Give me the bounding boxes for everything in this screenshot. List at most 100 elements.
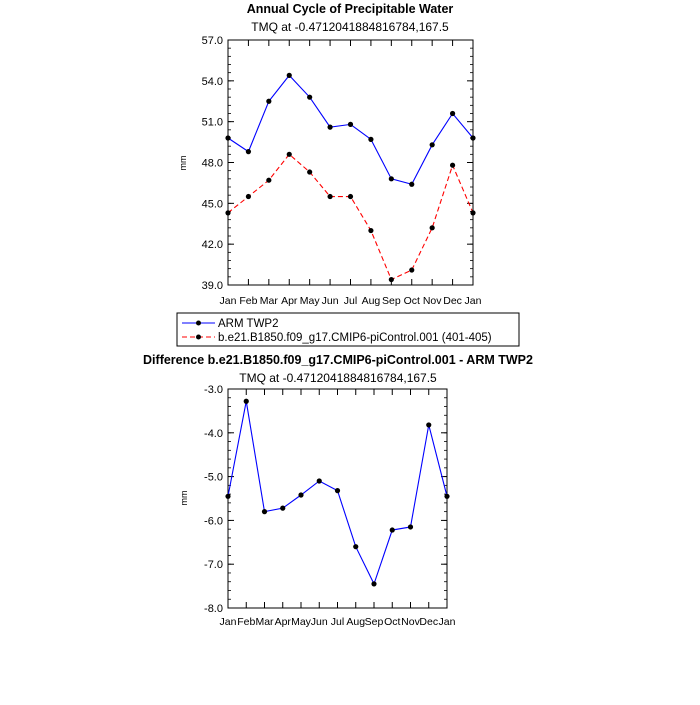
- x-tick-label: Jul: [344, 295, 357, 307]
- legend-label-model: b.e21.B1850.f09_g17.CMIP6-piControl.001 …: [218, 332, 492, 344]
- x-tick-label: Jan: [439, 616, 456, 628]
- x-tick-label: Mar: [255, 616, 274, 628]
- bottom-chart-series: [225, 398, 450, 587]
- x-tick-label: Oct: [384, 616, 400, 628]
- x-tick-label: Dec: [443, 295, 462, 307]
- top-chart-series: [225, 72, 476, 283]
- top-chart-title: Annual Cycle of Precipitable Water: [247, 2, 454, 16]
- series-1-point: [245, 193, 252, 200]
- series-1-point: [266, 177, 272, 183]
- series-0-point: [368, 136, 374, 142]
- top-chart-ticks: [227, 39, 474, 286]
- x-tick-label: Sep: [382, 295, 401, 307]
- series-0-point: [347, 121, 354, 127]
- y-tick-label: 45.0: [202, 198, 223, 210]
- x-tick-label: Nov: [423, 295, 442, 307]
- series-0-point: [316, 478, 322, 484]
- x-tick-label: Feb: [237, 616, 255, 628]
- series-1-point: [286, 151, 292, 157]
- series-0-point: [389, 527, 395, 533]
- x-tick-label: Nov: [401, 616, 420, 628]
- x-tick-label: May: [291, 616, 312, 628]
- series-1-point: [449, 162, 456, 168]
- bottom-plot-frame: [227, 388, 448, 609]
- y-tick-label: -6.0: [204, 515, 223, 527]
- series-0-point: [449, 110, 456, 117]
- series-0-point: [429, 142, 435, 148]
- series-0-point: [307, 94, 313, 100]
- x-tick-label: Jan: [220, 295, 237, 307]
- series-0-point: [225, 493, 231, 499]
- series-1-point: [388, 276, 394, 283]
- top-y-axis-label: mm: [178, 156, 188, 171]
- y-tick-label: 48.0: [202, 158, 223, 170]
- x-tick-label: Jun: [322, 295, 339, 307]
- bottom-chart-subtitle: TMQ at -0.4712041884816784,167.5: [239, 371, 437, 385]
- top-plot-frame: [227, 39, 474, 286]
- series-0-point: [225, 135, 231, 141]
- x-tick-label: Apr: [281, 295, 298, 307]
- series-0-point: [426, 422, 432, 428]
- x-tick-label: Aug: [346, 616, 365, 628]
- series-0-point: [243, 398, 249, 404]
- series-1-point: [307, 169, 313, 175]
- bottom-y-tick-labels: -3.0 -4.0 -5.0 -6.0 -7.0 -8.0: [204, 384, 223, 615]
- y-tick-label: 51.0: [202, 117, 223, 129]
- x-tick-label: Jun: [311, 616, 328, 628]
- bottom-x-tick-labels: Jan Feb Mar Apr May Jun Jul Aug Sep Oct Nov Dec Jan: [220, 616, 456, 628]
- x-tick-label: Oct: [404, 295, 420, 307]
- y-tick-label: 54.0: [202, 76, 223, 88]
- series-0-point: [286, 72, 292, 78]
- bottom-chart-ticks: [227, 388, 448, 609]
- x-tick-label: Apr: [275, 616, 292, 628]
- series-0-point: [280, 505, 286, 511]
- series-0-point: [266, 98, 272, 104]
- top-chart-legend: ARM TWP2 b.e21.B1850.f09_g17.CMIP6-piCon…: [176, 312, 520, 347]
- series-0-point: [353, 544, 359, 550]
- series-0-point: [334, 488, 341, 494]
- series-0-point: [327, 124, 333, 130]
- series-0-point: [388, 176, 394, 182]
- series-0-point: [409, 181, 415, 187]
- series-1-point: [429, 225, 435, 231]
- series-0-point: [470, 135, 476, 141]
- y-tick-label: -4.0: [204, 428, 223, 440]
- x-tick-label: Aug: [362, 295, 381, 307]
- series-1-point: [347, 193, 354, 200]
- bottom-y-axis-label: mm: [179, 491, 189, 506]
- series-0-point: [245, 149, 252, 155]
- x-tick-label: May: [300, 295, 321, 307]
- top-chart-subtitle: TMQ at -0.4712041884816784,167.5: [251, 20, 449, 34]
- series-line-0: [227, 74, 474, 185]
- x-tick-label: Dec: [419, 616, 438, 628]
- bottom-chart-title: Difference b.e21.B1850.f09_g17.CMIP6-piC…: [143, 353, 533, 367]
- series-1-point: [368, 227, 374, 234]
- top-x-tick-labels: Jan Feb Mar Apr May Jun Jul Aug Sep Oct Nov Dec Jan: [220, 295, 482, 307]
- x-tick-label: Jul: [331, 616, 344, 628]
- x-tick-label: Jan: [465, 295, 482, 307]
- x-tick-label: Sep: [365, 616, 384, 628]
- series-1-point: [470, 210, 476, 216]
- y-tick-label: -8.0: [204, 603, 223, 615]
- y-tick-label: -7.0: [204, 559, 223, 571]
- top-y-tick-labels: 57.0 54.0 51.0 48.0 45.0 42.0 39.0: [202, 35, 223, 292]
- legend-marker-model: [196, 334, 201, 340]
- y-tick-label: 39.0: [202, 280, 223, 292]
- series-0-point: [371, 581, 377, 587]
- x-tick-label: Feb: [239, 295, 257, 307]
- y-tick-label: 42.0: [202, 239, 223, 251]
- legend-label-arm: ARM TWP2: [218, 318, 279, 330]
- series-line-1: [227, 153, 474, 281]
- series-0-point: [407, 524, 414, 530]
- series-0-point: [261, 509, 268, 515]
- y-tick-label: 57.0: [202, 35, 223, 47]
- x-tick-label: Mar: [260, 295, 279, 307]
- series-1-point: [327, 193, 333, 200]
- series-1-point: [225, 210, 231, 216]
- y-tick-label: -3.0: [204, 384, 223, 396]
- legend-marker-arm: [196, 320, 201, 326]
- series-0-point: [298, 492, 304, 498]
- legend-box: [176, 312, 520, 347]
